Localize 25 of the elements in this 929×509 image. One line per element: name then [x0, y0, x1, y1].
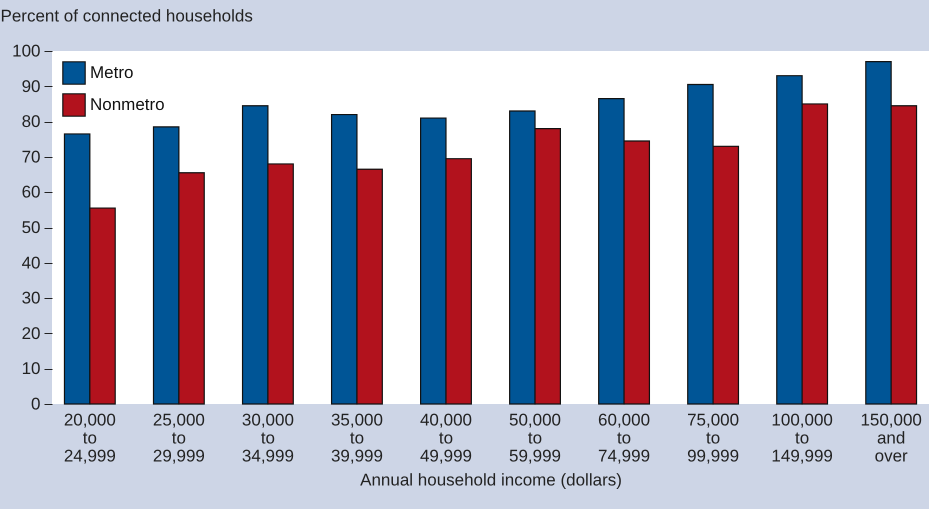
y-tick-label: 70 — [22, 147, 40, 166]
x-tick-label: 25,000 to 29,999 — [152, 410, 205, 466]
y-tick-label: 50 — [22, 218, 40, 237]
legend-label: Nonmetro — [90, 95, 165, 114]
y-tick-label: 90 — [22, 76, 40, 96]
x-tick-label: 35,000 to 39,999 — [330, 410, 383, 466]
y-tick-label: 30 — [22, 288, 40, 308]
legend-label: Metro — [90, 63, 134, 82]
x-tick-label: 60,000 to 74,999 — [598, 410, 650, 466]
x-tick-label: 100,000 to 149,999 — [771, 410, 833, 466]
y-tick-label: 40 — [22, 253, 40, 272]
y-tick-label: 100 — [12, 42, 40, 60]
x-axis-title: Annual household income (dollars) — [360, 470, 622, 490]
y-tick-label: 80 — [22, 112, 40, 132]
y-tick-label: 60 — [22, 182, 40, 202]
x-tick-label: 150,000 and over — [860, 410, 922, 466]
x-tick-label: 50,000 to 59,999 — [509, 410, 562, 466]
x-tick-label: 20,000 to 24,999 — [64, 410, 116, 466]
x-tick-label: 40,000 to 49,999 — [420, 410, 472, 466]
y-axis-title: Percent of connected households — [0, 6, 253, 26]
y-tick-label: 20 — [22, 324, 40, 343]
x-tick-label: 75,000 to 99,999 — [687, 410, 740, 466]
y-tick-label: 0 — [31, 394, 40, 414]
y-tick-label: 10 — [22, 359, 40, 378]
x-tick-label: 30,000 to 34,999 — [242, 410, 294, 466]
